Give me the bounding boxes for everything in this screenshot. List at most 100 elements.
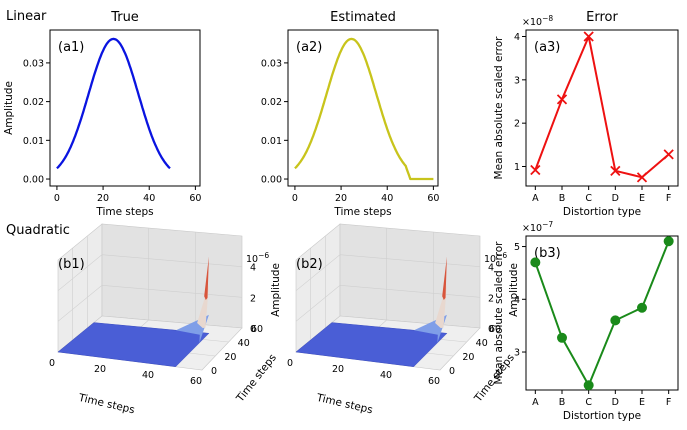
y-tick-label: 0 <box>449 366 455 377</box>
y-tick-label: 0.01 <box>261 136 282 147</box>
z-tick-label: 4 <box>250 263 256 274</box>
scale-exponent: ×10−8 <box>522 14 553 28</box>
data-point <box>583 380 594 391</box>
x-axis-label: Time steps <box>95 206 153 218</box>
x-tick-label: 0 <box>292 193 298 204</box>
y-axis-label: Mean absolute scaled error <box>493 36 505 180</box>
row-label-linear: Linear <box>6 9 47 24</box>
x-tick-label: F <box>666 397 671 408</box>
panel-label: (a2) <box>296 40 322 55</box>
y-tick-label: 0.00 <box>23 175 44 186</box>
x-axis-label: Distortion type <box>563 410 641 422</box>
y-tick-label: 5 <box>514 242 520 253</box>
x-axis-label: Distortion type <box>563 206 641 218</box>
chart-title: Error <box>586 10 618 25</box>
panel-label: (b2) <box>296 257 323 272</box>
y-tick-label: 0.03 <box>23 58 44 69</box>
x-tick-label: E <box>639 397 645 408</box>
z-axis-label: Amplitude <box>270 263 282 317</box>
plot-frame <box>287 29 439 187</box>
surface-peak-top <box>204 256 209 300</box>
z-tick-label: 2 <box>488 293 494 304</box>
x-tick-label: E <box>639 193 645 204</box>
y-tick-label: 3 <box>514 75 520 86</box>
chart-title: True <box>110 10 139 25</box>
x-tick-label: 60 <box>427 193 439 204</box>
y-tick-label: 20 <box>224 352 236 363</box>
x-tick-label: A <box>532 193 539 204</box>
x-tick-label: B <box>559 193 566 204</box>
x-tick-label: 60 <box>190 376 202 387</box>
series-line-estimated <box>294 37 434 181</box>
z-tick-label: 0 <box>488 324 494 335</box>
y-tick-label: 40 <box>476 338 488 349</box>
y-tick-label: 0.01 <box>23 136 44 147</box>
x-tick-label: 0 <box>49 358 55 369</box>
x-tick-label: B <box>559 397 566 408</box>
data-point <box>663 149 674 160</box>
data-point <box>637 302 647 313</box>
x-tick-label: 40 <box>143 193 155 204</box>
x-tick-label: 20 <box>97 193 109 204</box>
y-tick-label: 0.02 <box>261 97 282 108</box>
row-label-quadratic: Quadratic <box>6 223 70 238</box>
x-tick-label: A <box>532 397 539 408</box>
x-tick-label: D <box>612 397 619 408</box>
series-line-error <box>534 35 670 179</box>
x-tick-label: F <box>666 193 671 204</box>
surface-sheet <box>295 322 448 367</box>
plot-frame <box>525 235 679 391</box>
y-tick-label: 0.03 <box>261 58 282 69</box>
x-tick-label: 60 <box>428 376 440 387</box>
plot-frame <box>49 29 201 187</box>
y-tick-label: 40 <box>238 338 250 349</box>
surface-sheet <box>57 322 210 367</box>
scale-exponent: 10−6 <box>246 251 269 265</box>
x-tick-label: D <box>612 193 619 204</box>
y-tick-label: 2 <box>514 119 520 130</box>
y-tick-label: 20 <box>462 352 474 363</box>
y-axis-label: Amplitude <box>3 81 15 135</box>
y-axis-label: Time steps <box>234 352 279 405</box>
chart-b3: 3 4 5 A B C D E F Distortion type Mean absolute sc… <box>493 220 679 422</box>
data-point <box>610 165 621 176</box>
chart-a3: 1 2 3 4 A B C D E F Error Distortion type Mean absol… <box>493 10 679 218</box>
x-tick-label: 40 <box>381 193 393 204</box>
surface-peak-top <box>442 256 447 300</box>
chart-a1: 0.00 0.01 0.02 0.03 0 20 40 60 True Time steps Amp… <box>3 10 201 218</box>
plot-frame <box>525 29 679 187</box>
z-tick-label: 4 <box>488 263 494 274</box>
series-line-true <box>56 37 171 170</box>
data-point <box>530 164 541 176</box>
x-axis-label: Time steps <box>333 206 391 218</box>
scale-exponent: ×10−7 <box>522 220 553 234</box>
x-tick-label: 60 <box>189 193 201 204</box>
data-point <box>663 236 674 247</box>
y-tick-label: 0.02 <box>23 97 44 108</box>
data-point <box>583 31 594 42</box>
y-tick-label: 4 <box>514 295 520 306</box>
pane-back <box>101 223 243 329</box>
data-point <box>556 94 568 105</box>
x-tick-label: 0 <box>54 193 60 204</box>
y-axis-label: Mean absolute scaled error <box>493 241 505 385</box>
y-tick-label: 0 <box>211 366 217 377</box>
grid-line <box>295 254 481 291</box>
grid-line <box>295 284 481 322</box>
y-tick-label: 60 <box>489 324 501 335</box>
x-tick-label: 20 <box>335 193 347 204</box>
y-tick-label: 60 <box>251 324 263 335</box>
grid-line <box>57 284 243 322</box>
z-axis-label: Amplitude <box>508 263 520 317</box>
x-tick-label: 40 <box>380 370 392 381</box>
x-tick-label: 20 <box>332 364 344 375</box>
pane-back <box>339 223 481 329</box>
x-tick-label: C <box>585 397 592 408</box>
data-point <box>610 315 621 326</box>
panel-label: (a3) <box>534 40 560 55</box>
y-tick-label: 4 <box>514 32 520 43</box>
chart-a2: 0.00 0.01 0.02 0.03 0 20 40 60 Estimated Time ste… <box>261 10 440 218</box>
